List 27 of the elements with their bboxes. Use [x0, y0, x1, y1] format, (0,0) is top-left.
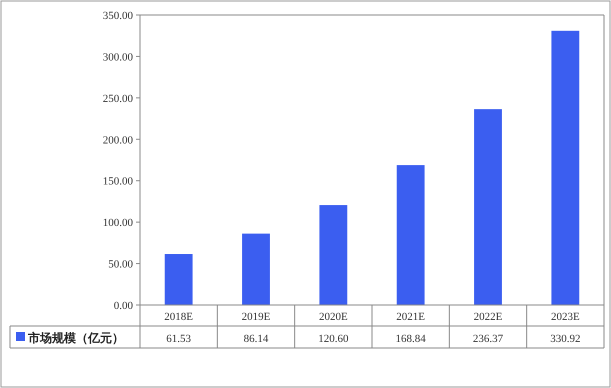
data-label: 168.84: [396, 333, 426, 345]
y-tick-label: 50.00: [108, 258, 134, 271]
y-tick-label: 300.00: [102, 51, 134, 64]
x-tick-label: 2022E: [474, 311, 503, 323]
x-tick-label: 2019E: [242, 311, 271, 323]
bar: [474, 109, 502, 305]
y-tick-label: 100.00: [102, 217, 134, 230]
data-label: 330.92: [550, 333, 580, 345]
legend-label: 市场规模（亿元）: [27, 331, 124, 345]
bar: [396, 165, 425, 305]
x-tick-label: 2023E: [550, 311, 580, 323]
bar: [164, 254, 193, 305]
bar: [242, 234, 270, 305]
x-tick-label: 2021E: [396, 311, 426, 323]
y-tick-label: 250.00: [102, 92, 134, 105]
x-tick-label: 2020E: [318, 311, 348, 323]
x-tick-label: 2018E: [164, 311, 194, 323]
y-tick-label: 150.00: [102, 176, 134, 188]
bar: [551, 30, 580, 305]
data-label: 86.14: [244, 333, 269, 345]
data-label: 120.60: [318, 333, 349, 345]
data-label: 236.37: [472, 333, 504, 345]
data-label: 61.53: [166, 333, 192, 345]
bar: [319, 205, 348, 305]
y-tick-label: 200.00: [102, 134, 134, 146]
y-tick-label: 350.00: [102, 10, 134, 22]
y-tick-label: 0.00: [114, 300, 134, 312]
